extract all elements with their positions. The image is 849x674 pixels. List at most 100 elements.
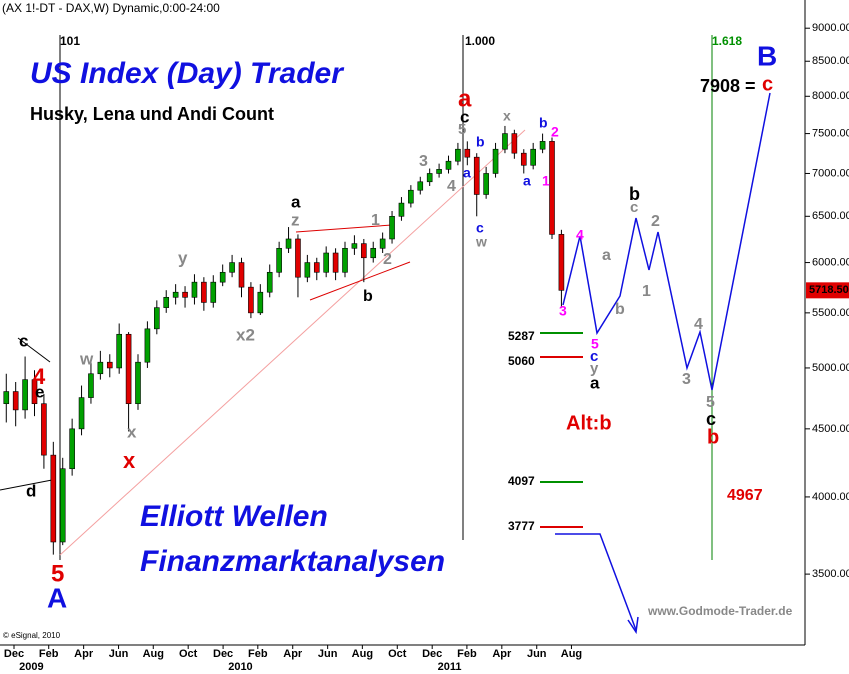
candle-body	[426, 173, 433, 183]
x-tick-label: Dec	[213, 648, 233, 660]
candle-body	[389, 215, 395, 240]
x-tick-label: Aug	[143, 648, 164, 660]
candle-body	[257, 291, 264, 314]
trend-line	[59, 129, 526, 556]
annotation: c	[762, 73, 773, 95]
annotation: 4	[447, 178, 456, 195]
candle-body	[125, 333, 132, 405]
x-tick-label: Apr	[74, 648, 94, 660]
candle-body	[370, 247, 377, 259]
annotation: b	[615, 301, 625, 318]
annotation: d	[26, 481, 36, 500]
candle-body	[539, 141, 546, 150]
annotation: a	[458, 85, 472, 112]
annotation: c	[19, 331, 28, 350]
annotation: y	[178, 248, 188, 267]
candle-body	[511, 133, 518, 154]
annotation: b	[363, 288, 373, 305]
candle-body	[398, 202, 405, 217]
candle-body	[361, 243, 367, 259]
annotation: © eSignal, 2010	[3, 631, 61, 640]
annotation: b	[539, 115, 548, 131]
annotation: 3777	[508, 519, 535, 533]
annotation: 5060	[508, 354, 535, 368]
annotation: b	[476, 134, 485, 150]
candle-body	[266, 271, 273, 293]
x-tick-label: Jun	[527, 648, 547, 660]
last-price-box	[806, 282, 849, 299]
x-tick-label: Aug	[561, 648, 582, 660]
candle-body	[492, 148, 499, 174]
x-tick-label: Oct	[179, 648, 198, 660]
annotation: 5	[458, 121, 466, 138]
annotation: x	[123, 448, 136, 473]
projection-path	[562, 92, 771, 391]
annotation: 7908 =	[700, 76, 756, 96]
candle-body	[436, 169, 442, 174]
annotation: a	[463, 165, 471, 181]
y-tick-label: 9000.00	[812, 22, 849, 34]
annotation: 5	[706, 394, 715, 411]
triangle-line	[295, 224, 393, 233]
y-tick-label: 5000.00	[812, 362, 849, 374]
x-tick-label: Feb	[457, 648, 477, 660]
annotation: 2	[383, 251, 392, 268]
candle-body	[182, 291, 188, 298]
candle-body	[473, 156, 480, 195]
last-price-label: 5718.50	[809, 284, 849, 296]
triangle-line	[309, 261, 411, 301]
candle-body	[69, 428, 75, 470]
candle-body	[210, 281, 217, 303]
arrow-head	[627, 616, 639, 635]
x-tick-label: Apr	[492, 648, 512, 660]
annotation: 4	[576, 227, 584, 243]
annotation: 3	[419, 153, 428, 170]
x-tick-label: Aug	[352, 648, 373, 660]
annotation: c	[706, 409, 716, 429]
annotation: www.Godmode-Trader.de	[647, 604, 793, 618]
annotation: x	[503, 108, 511, 124]
chart-subtitle: Husky, Lena und Andi Count	[30, 104, 274, 124]
y-tick-label: 4500.00	[812, 423, 849, 435]
candle-body	[455, 148, 461, 162]
candle-body	[520, 152, 527, 166]
y-tick-label: 6000.00	[812, 256, 849, 268]
candle-body	[530, 148, 536, 166]
candle-body	[248, 286, 254, 314]
candle-body	[379, 238, 386, 249]
candle-body	[549, 141, 555, 235]
annotation: e	[35, 382, 44, 401]
candle-body	[351, 243, 358, 249]
candle-body	[88, 373, 94, 398]
candle-body	[313, 262, 320, 273]
candle-body	[323, 252, 329, 273]
annotation: 101	[60, 34, 80, 48]
candle-body	[502, 133, 508, 150]
x-tick-label: Feb	[39, 648, 59, 660]
y-tick-label: 7000.00	[812, 167, 849, 179]
annotation: Elliott Wellen	[140, 500, 328, 533]
candle-body	[483, 173, 489, 195]
annotation: 3	[682, 371, 691, 388]
x-year-label: 2009	[19, 661, 43, 673]
x-tick-label: Dec	[422, 648, 442, 660]
decorations	[0, 0, 806, 646]
annotation: w	[475, 234, 487, 250]
annotation: c	[460, 107, 469, 126]
candle-body	[97, 361, 104, 375]
y-tick-label: 8000.00	[812, 90, 849, 102]
annotation: 2	[551, 124, 559, 140]
x-year-label: 2010	[228, 661, 252, 673]
candle-body	[332, 252, 339, 273]
candle-body	[229, 262, 235, 273]
annotation: Finanzmarktanalysen	[140, 545, 445, 578]
annotation: c	[630, 199, 638, 216]
candle-body	[445, 160, 452, 170]
annotation: b	[707, 426, 719, 448]
annotation: 1	[371, 212, 380, 229]
annotation: c	[476, 220, 484, 236]
candle-body	[78, 397, 85, 430]
candle-body	[408, 189, 414, 204]
annotation: 5	[51, 560, 64, 587]
candle-body	[464, 148, 471, 158]
